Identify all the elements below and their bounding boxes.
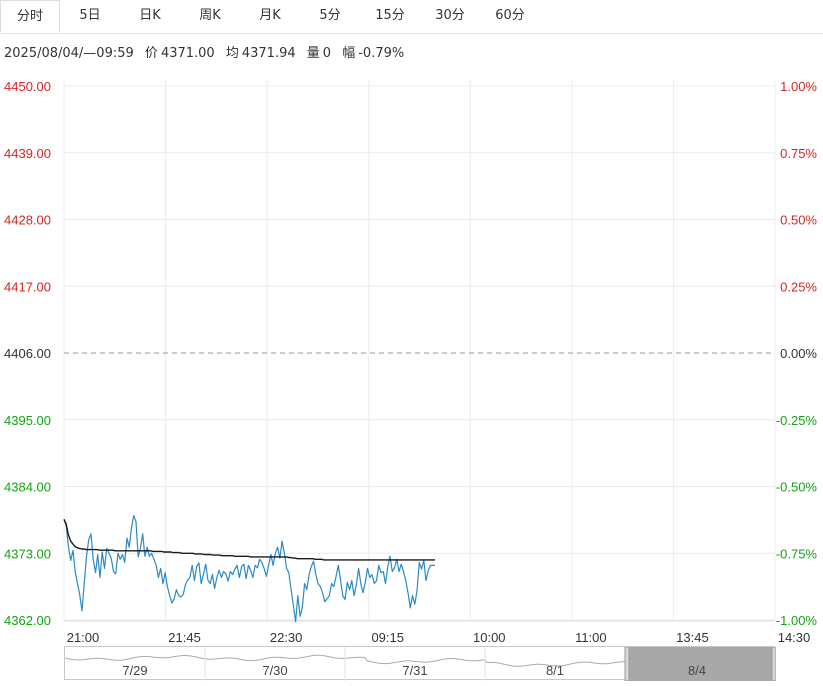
y-tick-label-percent: 1.00% [780, 79, 817, 94]
tab-60min[interactable]: 60分 [495, 8, 525, 23]
intraday-chart[interactable]: 4450.00 1.00% 4439.00 0.75% 4428.00 0.50% 4417… [0, 0, 823, 646]
navigator-left-handle [624, 647, 630, 681]
change-label: 幅 [342, 46, 356, 61]
x-tick-label: 10:00 [473, 630, 506, 645]
x-tick-label: 13:45 [676, 630, 709, 645]
avg-value: 4371.94 [241, 46, 296, 61]
tab-intraday[interactable]: 分时 [0, 0, 60, 33]
y-tick-label-price: 4439.00 [4, 146, 51, 161]
x-tick-label: 22:30 [270, 630, 303, 645]
tab-15min[interactable]: 15分 [375, 8, 405, 23]
x-tick-label: 09:15 [371, 630, 404, 645]
price-line [63, 514, 435, 623]
navigator-date-label: 8/1 [546, 663, 564, 678]
tab-monthly-k[interactable]: 月K [259, 8, 281, 23]
price-label: 价 [144, 46, 158, 61]
average-price-line [63, 519, 435, 561]
quote-datetime: 2025/08/04/—09:59 [4, 46, 134, 61]
navigator-right-handle [771, 647, 776, 681]
change-value: -0.79% [358, 46, 405, 61]
volume-value: 0 [322, 46, 332, 61]
y-tick-label-percent: -0.25% [776, 413, 818, 428]
navigator-selected-range [627, 647, 776, 681]
price-value: 4371.00 [160, 46, 215, 61]
tab-30min[interactable]: 30分 [435, 8, 465, 23]
navigator-date-label: 8/4 [688, 663, 706, 678]
y-tick-label-price: 4406.00 [4, 346, 51, 361]
navigator-date-label: 7/30 [262, 663, 287, 678]
x-tick-label: 21:00 [67, 630, 100, 645]
navigator-date-label: 7/29 [122, 663, 147, 678]
y-tick-label-price: 4428.00 [4, 213, 51, 228]
tab-5day[interactable]: 5日 [79, 8, 101, 23]
tab-daily-k[interactable]: 日K [139, 8, 161, 23]
y-tick-label-price: 4417.00 [4, 279, 51, 294]
y-tick-label-price: 4384.00 [4, 480, 51, 495]
y-tick-label-price: 4373.00 [4, 546, 51, 561]
tab-weekly-k[interactable]: 周K [199, 8, 221, 23]
y-tick-label-percent: -0.75% [776, 546, 818, 561]
x-tick-label: 14:30 [778, 630, 811, 645]
tab-5min[interactable]: 5分 [319, 8, 341, 23]
volume-label: 量 [306, 46, 320, 61]
y-tick-label-percent: 0.75% [780, 146, 817, 161]
chart-period-tabs: 分时 5日 日K 周K 月K 5分 15分 30分 60分 [0, 0, 823, 34]
y-tick-label-percent: 0.25% [780, 279, 817, 294]
y-tick-label-percent: 0.00% [780, 346, 817, 361]
navigator-overview-line [65, 654, 628, 667]
avg-label: 均 [225, 46, 239, 61]
y-tick-label-percent: -1.00% [776, 613, 818, 628]
y-tick-label-percent: 0.50% [780, 213, 817, 228]
navigator-date-label: 7/31 [402, 663, 427, 678]
x-tick-label: 11:00 [575, 630, 607, 645]
y-tick-label-price: 4362.00 [4, 613, 51, 628]
x-tick-label: 21:45 [168, 630, 201, 645]
y-tick-label-percent: -0.50% [776, 480, 818, 495]
y-tick-label-price: 4395.00 [4, 413, 51, 428]
y-tick-label-price: 4450.00 [4, 79, 51, 94]
date-navigator[interactable]: 7/29 7/30 7/31 8/1 8/4 [64, 646, 776, 681]
